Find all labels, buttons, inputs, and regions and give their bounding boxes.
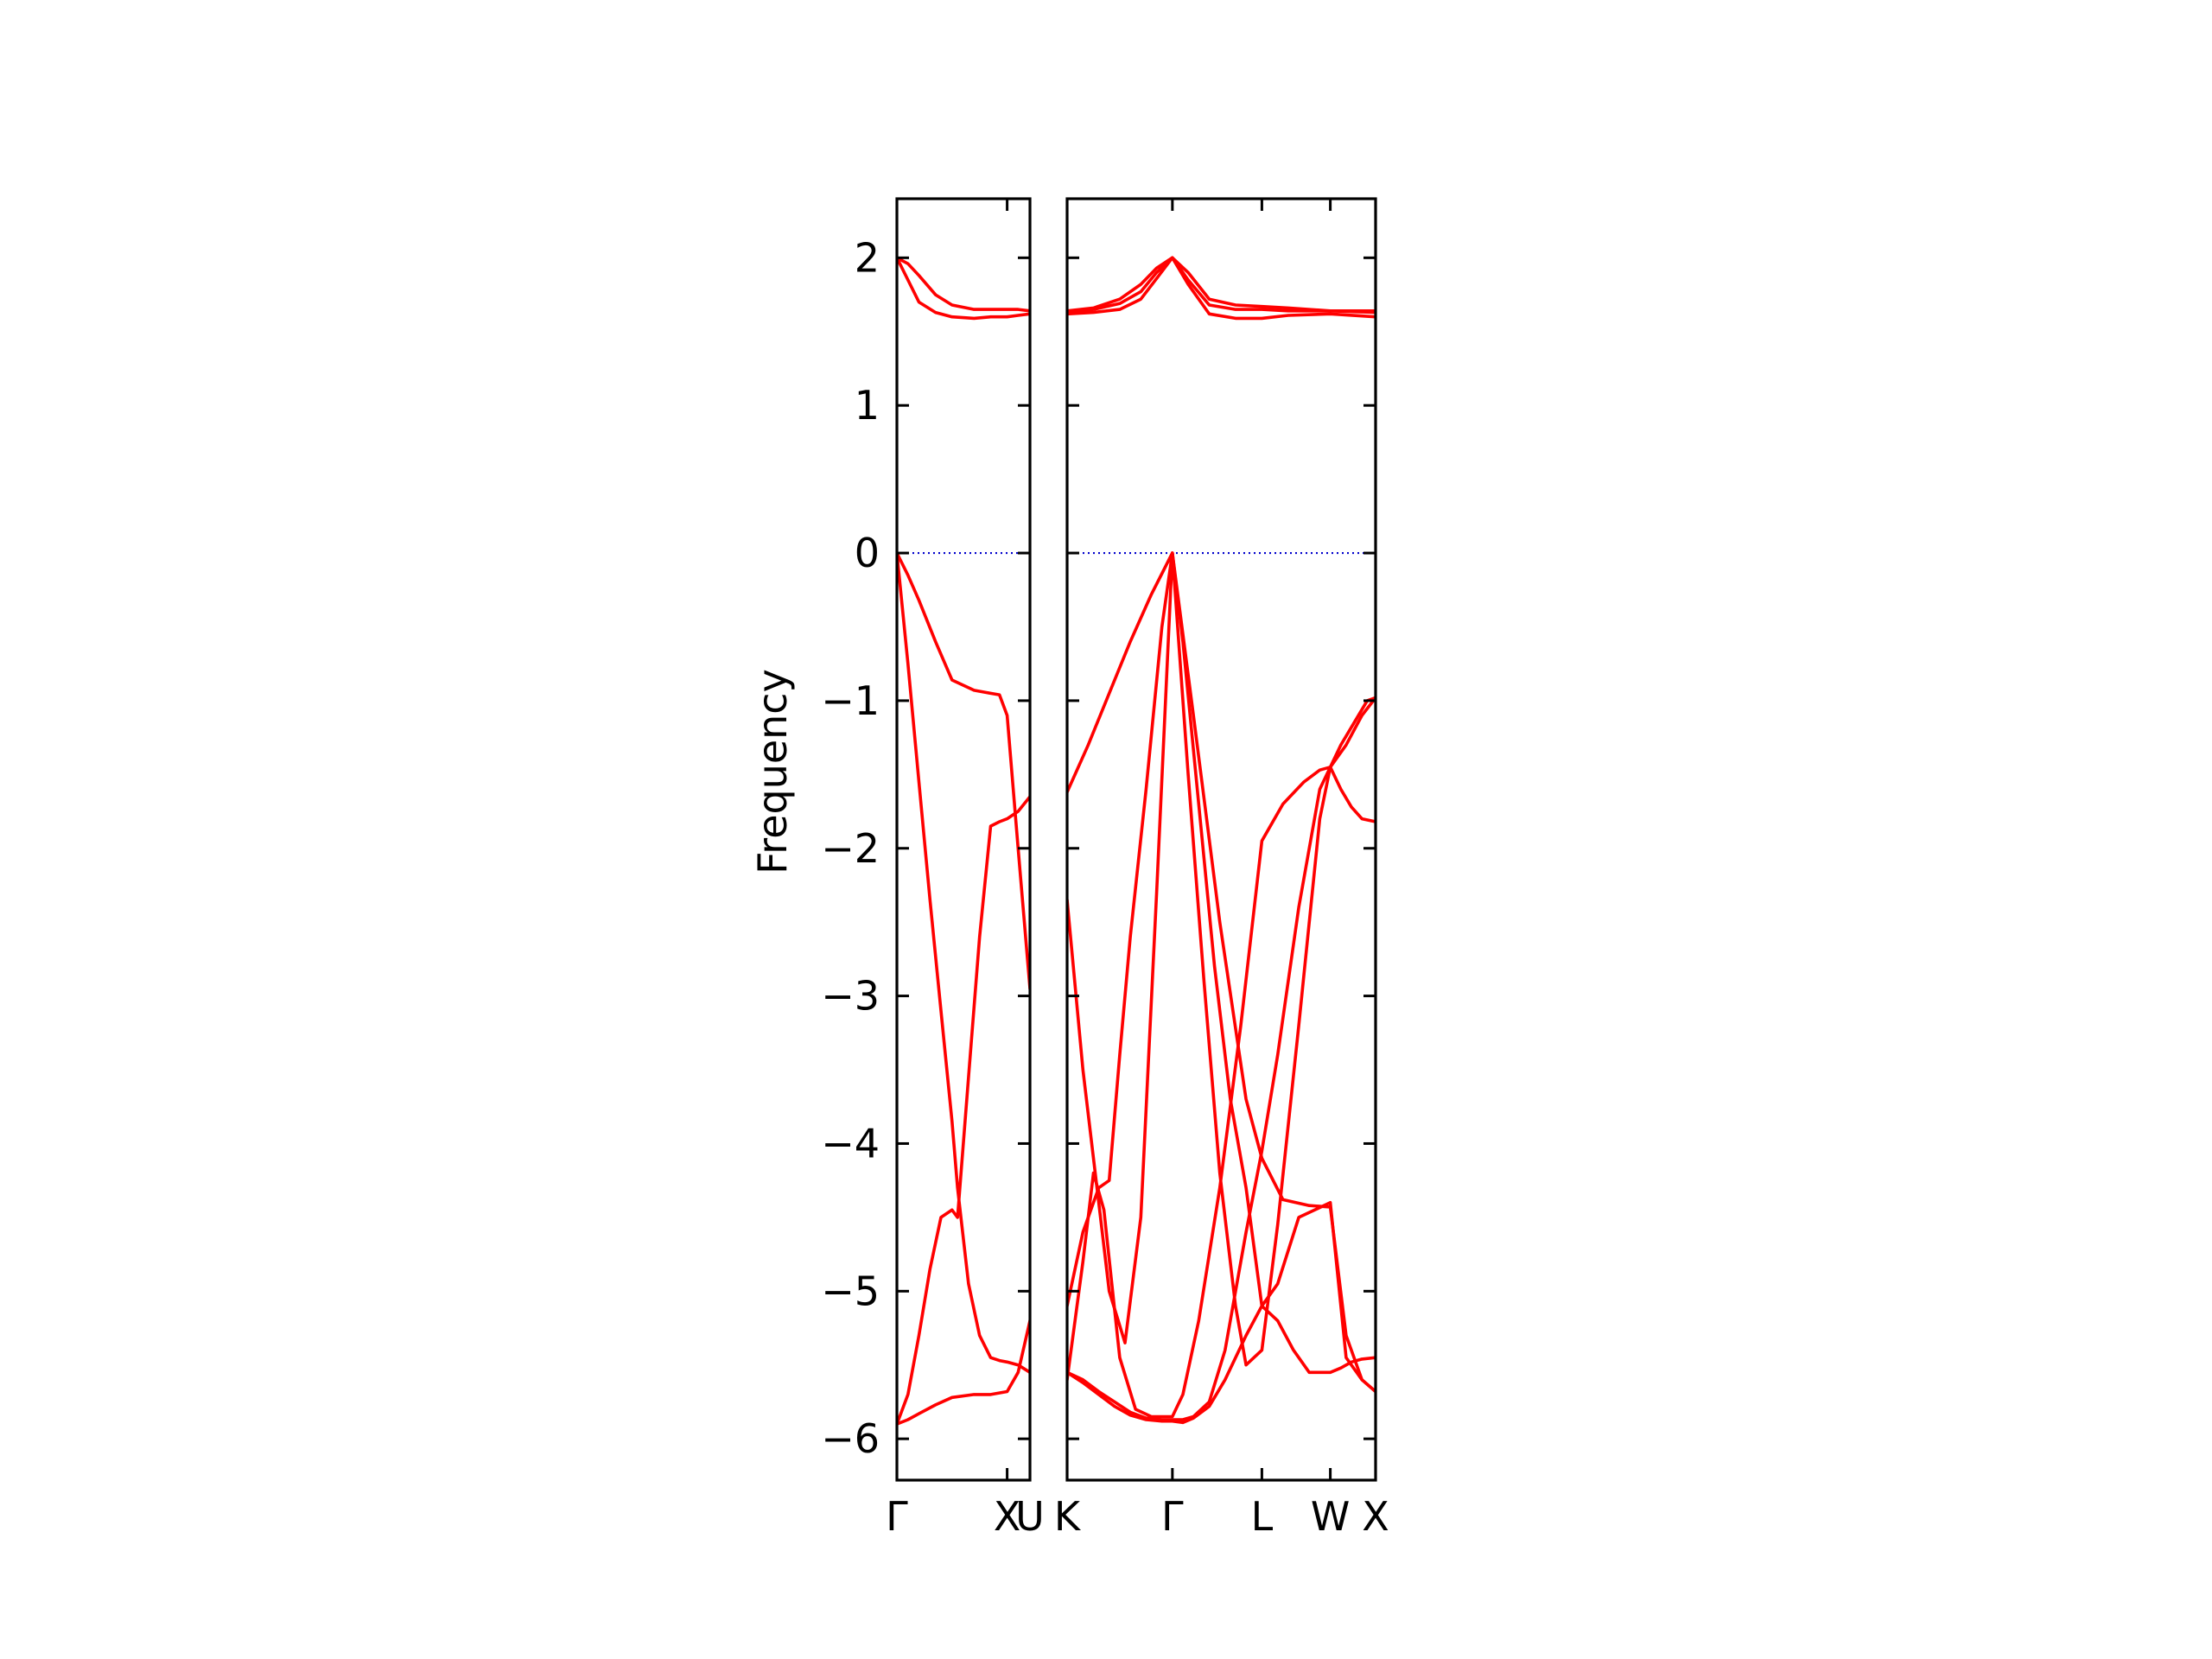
y-tick-label: 1 — [855, 382, 880, 429]
panel-frame — [895, 197, 1032, 1482]
band-line-2 — [897, 256, 1030, 321]
band-line-9 — [1067, 1201, 1376, 1425]
x-tick-label: Γ — [1161, 1493, 1184, 1540]
x-tick-label: W — [1311, 1493, 1350, 1540]
band-line-2 — [1067, 256, 1376, 315]
band-line-4 — [1067, 551, 1376, 1394]
panel-1: Γ XU — [886, 197, 1045, 1540]
band-line-5 — [897, 795, 1030, 1426]
bands-group — [897, 256, 1030, 1426]
band-line-3 — [897, 551, 1030, 990]
band-line-1 — [1067, 256, 1376, 313]
y-tick-label: −3 — [821, 973, 880, 1020]
y-tick-label: −6 — [821, 1415, 880, 1462]
x-tick-label: Γ — [886, 1493, 908, 1540]
band-line-8 — [1067, 696, 1376, 1421]
band-line-4 — [897, 551, 1030, 1375]
band-line-5 — [1067, 551, 1376, 1367]
y-axis-label: Frequency — [749, 669, 796, 874]
y-tick-label: 0 — [855, 530, 880, 576]
x-tick-label: U — [1015, 1493, 1045, 1540]
y-tick-label: −1 — [821, 677, 880, 724]
x-tick-label: X — [994, 1493, 1021, 1540]
band-line-1 — [897, 256, 1030, 313]
y-tick-label: −2 — [821, 825, 880, 872]
x-tick-label: X — [1362, 1493, 1389, 1540]
y-tick-label: −5 — [821, 1268, 880, 1314]
band-line-6 — [1067, 551, 1376, 1375]
band-line-3 — [1067, 256, 1376, 321]
x-tick-label: L — [1251, 1493, 1274, 1540]
band-line-6 — [897, 1319, 1030, 1426]
bands-group — [1067, 256, 1376, 1425]
band-line-7 — [1067, 765, 1376, 1419]
y-tick-label: 2 — [855, 234, 880, 281]
y-tick-label: −4 — [821, 1120, 880, 1166]
panel-frame — [1065, 197, 1377, 1482]
x-tick-label: K — [1054, 1493, 1082, 1540]
